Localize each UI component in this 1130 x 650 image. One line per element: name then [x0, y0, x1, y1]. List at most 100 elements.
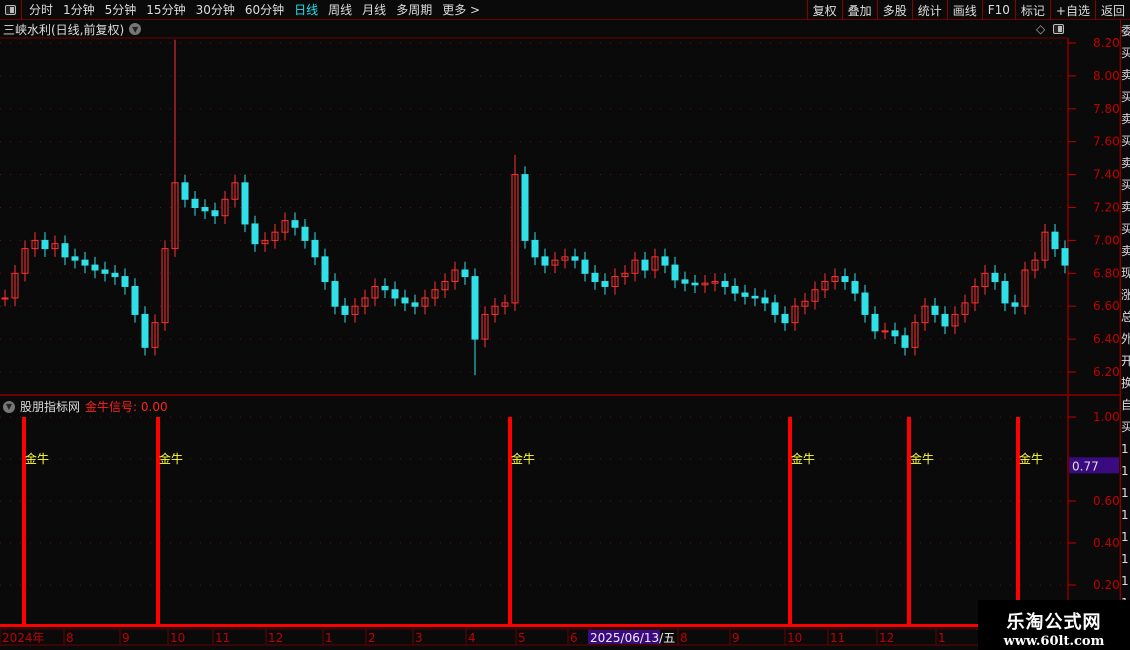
sidebar-label: 买	[1121, 42, 1130, 64]
candle	[451, 269, 459, 283]
signal-bar	[22, 417, 26, 627]
sidebar-label: 1	[1121, 530, 1129, 544]
time-label: 11	[830, 631, 845, 645]
candle	[221, 198, 229, 217]
candle	[781, 313, 789, 324]
candle	[181, 182, 189, 200]
time-label: 6	[570, 631, 578, 645]
candle	[251, 223, 259, 245]
candle	[261, 239, 269, 245]
panel-icon[interactable]	[1053, 24, 1065, 34]
chevron-down-icon[interactable]: ▼	[129, 23, 142, 35]
price-tick-label: 6.80	[1093, 266, 1120, 280]
sidebar-label: 1	[1121, 552, 1129, 566]
sidebar-label: 1	[1121, 508, 1129, 522]
candle	[861, 292, 869, 315]
candle	[411, 302, 419, 307]
toolbar-button[interactable]: 多股	[876, 0, 912, 20]
candle	[361, 297, 369, 307]
candle	[141, 313, 149, 348]
time-label: 12	[879, 631, 894, 645]
indicator-name: 股朋指标网	[20, 400, 81, 414]
panel-toggle-button[interactable]	[0, 0, 22, 20]
sidebar-label: 卖	[1121, 240, 1130, 262]
toolbar-button[interactable]: 返回	[1094, 0, 1130, 20]
sidebar-label: 1	[1121, 464, 1129, 478]
time-label: 1	[938, 631, 946, 645]
indicator-tick-label: 0.40	[1093, 536, 1120, 550]
candle	[1041, 231, 1049, 261]
signal-marker-label: 金牛	[25, 451, 49, 466]
candle	[681, 279, 689, 284]
toolbar-button[interactable]: +自选	[1049, 0, 1095, 20]
sidebar-label: 自	[1121, 394, 1130, 416]
period-tab[interactable]: 日线	[294, 3, 319, 17]
signal-value: 金牛信号: 0.00	[85, 400, 168, 414]
candle	[41, 239, 49, 250]
candle	[281, 220, 289, 233]
period-tab[interactable]: 30分钟	[195, 3, 235, 17]
toolbar-button[interactable]: 叠加	[841, 0, 877, 20]
sidebar-label: 1	[1121, 574, 1129, 588]
chart-title: 三峡水利(日线,前复权)	[3, 22, 125, 37]
candle	[271, 231, 279, 241]
sidebar-label: 现	[1121, 262, 1130, 284]
period-tab[interactable]: 更多 >	[442, 3, 481, 17]
candle	[871, 313, 879, 332]
candle	[541, 256, 549, 266]
period-tab[interactable]: 月线	[362, 3, 387, 17]
candle	[571, 256, 579, 261]
sidebar-label: 卖	[1121, 196, 1130, 218]
candle	[711, 281, 719, 284]
toolbar-button[interactable]: 标记	[1014, 0, 1050, 20]
candle	[1051, 231, 1059, 250]
period-tab[interactable]: 多周期	[396, 3, 433, 17]
candle	[511, 174, 519, 304]
toolbar-button[interactable]: 复权	[806, 0, 842, 20]
period-tab[interactable]: 周线	[328, 3, 353, 17]
candle	[1031, 259, 1039, 271]
candle	[731, 285, 739, 294]
toolbar-button[interactable]: 统计	[911, 0, 947, 20]
candle	[721, 281, 729, 287]
candle	[51, 243, 59, 250]
candle	[241, 182, 249, 225]
candle	[841, 276, 849, 283]
quote-sidebar[interactable]: 委买卖买卖买卖买卖买卖现涨总外开换自买11111111	[1120, 20, 1130, 600]
price-tick-label: 8.00	[1093, 69, 1120, 83]
period-toolbar: 分时 1分钟 5分钟 15分钟 30分钟 60分钟 日线 周线 月线 多周期 更多 > 复权 叠加 多股…	[0, 0, 1130, 20]
candle	[531, 239, 539, 258]
candle	[131, 285, 139, 315]
sidebar-label: 外	[1121, 328, 1130, 350]
candle	[891, 330, 899, 337]
indicator-title-bar: ▼ 股朋指标网 金牛信号: 0.00	[3, 398, 168, 415]
period-tab[interactable]: 1分钟	[63, 3, 95, 17]
candle	[751, 295, 759, 299]
price-tick-label: 7.20	[1093, 201, 1120, 215]
candle	[701, 282, 709, 286]
period-tab[interactable]: 15分钟	[146, 3, 186, 17]
candle	[771, 302, 779, 315]
candle	[611, 276, 619, 287]
watermark-name: 乐淘公式网	[1006, 612, 1102, 633]
diamond-icon[interactable]: ◇	[1036, 22, 1046, 36]
candle	[371, 285, 379, 299]
current-value: 0.77	[1072, 459, 1099, 473]
candle	[831, 276, 839, 283]
sidebar-label: 1	[1121, 592, 1130, 600]
candle	[171, 182, 179, 250]
period-tab[interactable]: 分时	[29, 3, 54, 17]
candle	[301, 226, 309, 241]
chevron-down-icon[interactable]: ▼	[3, 400, 15, 413]
candle	[911, 322, 919, 348]
period-tab[interactable]: 60分钟	[244, 3, 285, 17]
candle	[581, 259, 589, 274]
period-tab[interactable]: 5分钟	[104, 3, 137, 17]
candle	[21, 248, 29, 274]
signal-bar	[508, 417, 512, 627]
toolbar-button[interactable]: 画线	[946, 0, 982, 20]
candle	[11, 272, 19, 299]
candle	[1001, 281, 1009, 304]
toolbar-button[interactable]: F10	[981, 0, 1015, 20]
